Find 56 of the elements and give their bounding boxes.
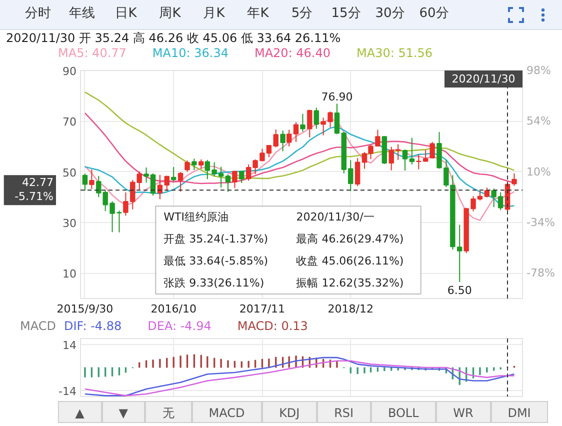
annotation: 76.90 bbox=[321, 90, 353, 104]
text: 年线 bbox=[68, 5, 96, 24]
y2-tick-label: -34% bbox=[526, 216, 555, 229]
annotation: 最高 46.26(29.47%) bbox=[296, 232, 404, 246]
text: 日K bbox=[114, 5, 138, 24]
text: DMI bbox=[490, 401, 548, 423]
text: MA5: 40.77 bbox=[58, 46, 126, 60]
y2-tick-label: 54% bbox=[526, 114, 551, 128]
x-tick-label: 2015/9/30 bbox=[56, 302, 114, 316]
annotation: 张跌 9.33(26.11%) bbox=[164, 276, 264, 290]
x-tick-label: 2018/12 bbox=[328, 302, 374, 316]
text: 分时 bbox=[24, 5, 52, 24]
chart-title: MACD bbox=[20, 319, 56, 333]
text: MA20: 46.40 bbox=[254, 46, 331, 60]
text: 年K bbox=[246, 5, 270, 24]
text: 5分 bbox=[290, 5, 314, 24]
x-tick-label: 2016/10 bbox=[150, 302, 196, 316]
y-tick-label: 14 bbox=[62, 338, 77, 352]
text: DIF: -4.88 bbox=[64, 319, 122, 333]
annotation: 振幅 12.62(35.32%) bbox=[296, 276, 404, 290]
y2-tick-label: 98% bbox=[526, 64, 551, 77]
y-tick-label: 50 bbox=[62, 166, 77, 180]
annotation: 2020/11/30/一 bbox=[296, 210, 374, 224]
annotation: 开盘 35.24(-1.37%) bbox=[164, 232, 268, 246]
text: WR bbox=[436, 401, 491, 423]
text: BOLL bbox=[370, 401, 436, 423]
chart-subtitle: 2020/11/30 开 35.24 高 46.26 收 45.06 低 33.64 26.11% bbox=[5, 31, 342, 46]
text: ▼ bbox=[102, 401, 146, 423]
text: MA30: 51.56 bbox=[356, 46, 433, 60]
ref-line-label: 2020/11/30 bbox=[452, 72, 516, 86]
text: MACD: 0.13 bbox=[237, 319, 308, 333]
text: 无 bbox=[145, 401, 192, 423]
text: KDJ bbox=[262, 401, 317, 423]
text: 60分 bbox=[418, 5, 450, 24]
text: RSI bbox=[316, 401, 371, 423]
annotation: 最低 33.64(-5.85%) bbox=[164, 254, 268, 268]
text: ▲ bbox=[58, 401, 102, 423]
x-tick-label: 2017/11 bbox=[239, 302, 286, 316]
y-tick-label: 30 bbox=[62, 217, 77, 230]
text: DEA: -4.94 bbox=[148, 319, 212, 333]
text: 月K bbox=[202, 5, 226, 24]
text: 30分 bbox=[374, 5, 406, 24]
annotation: 收盘 45.06(26.11%) bbox=[296, 254, 404, 268]
text: 15分 bbox=[330, 5, 362, 24]
y-tick-label: 10 bbox=[62, 268, 77, 281]
annotation: WTI纽约原油 bbox=[164, 210, 228, 224]
ref-line-label: 42.77 -5.71% bbox=[14, 176, 54, 204]
y-tick-label: -14 bbox=[58, 385, 76, 398]
text: MA10: 36.34 bbox=[152, 46, 228, 60]
text: 周K bbox=[158, 5, 182, 24]
y2-tick-label: 10% bbox=[526, 165, 551, 178]
annotation: 6.50 bbox=[447, 284, 472, 298]
y2-tick-label: -78% bbox=[526, 266, 555, 280]
y-tick-label: 70 bbox=[62, 116, 77, 129]
y-tick-label: 90 bbox=[62, 65, 77, 78]
text: MACD bbox=[192, 401, 262, 423]
